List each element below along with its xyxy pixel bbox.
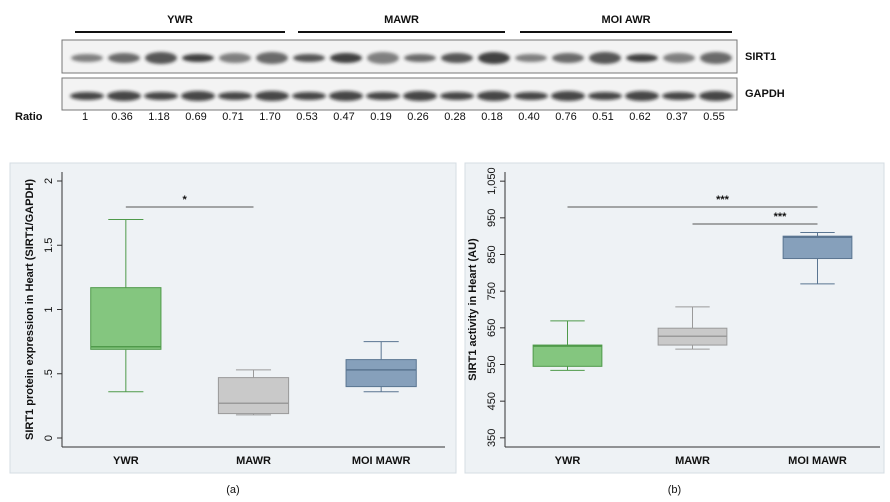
band	[181, 91, 215, 101]
y-tick-label: 350	[486, 429, 498, 447]
band	[367, 52, 399, 64]
box	[91, 288, 161, 350]
y-tick-label: 1	[43, 306, 55, 312]
y-tick-label: 850	[486, 245, 498, 263]
box	[346, 360, 416, 387]
x-tick-label: YWR	[555, 455, 581, 467]
band	[663, 53, 695, 63]
x-tick-label: YWR	[113, 455, 139, 467]
ratio-value: 0.55	[703, 111, 724, 123]
y-tick-label: 1.5	[43, 238, 55, 253]
band	[145, 52, 177, 64]
y-tick-label: 2	[43, 178, 55, 184]
band	[256, 52, 288, 64]
ratio-value: 1	[82, 111, 88, 123]
significance-label: *	[183, 194, 188, 206]
ratio-value: 0.37	[666, 111, 687, 123]
box	[218, 378, 288, 414]
y-tick-label: 550	[486, 355, 498, 373]
band	[366, 92, 400, 100]
figure: YWR MAWR MOI AWR SIRT1 GAPDH Ratio 1 0.36 1.18 0.…	[0, 0, 890, 502]
band	[70, 92, 104, 100]
y-tick-label: .5	[43, 369, 55, 378]
band	[108, 53, 140, 63]
group-label: MOI AWR	[601, 14, 650, 26]
panel-a	[10, 163, 456, 473]
band	[588, 92, 622, 100]
band	[440, 92, 474, 100]
box	[533, 345, 602, 366]
band	[662, 92, 696, 100]
significance-label: ***	[716, 194, 730, 206]
band	[330, 53, 362, 63]
y-tick-label: 950	[486, 209, 498, 227]
band	[71, 54, 103, 62]
band	[478, 52, 510, 64]
band	[552, 53, 584, 63]
ratio-value: 0.69	[185, 111, 206, 123]
y-tick-label: 0	[43, 435, 55, 441]
row-label: GAPDH	[745, 88, 785, 100]
band	[293, 54, 325, 62]
band	[219, 53, 251, 63]
box	[783, 236, 852, 258]
ratio-value: 1.70	[259, 111, 280, 123]
significance-label: ***	[774, 211, 788, 223]
band	[515, 54, 547, 62]
band	[292, 92, 326, 100]
band	[218, 92, 252, 100]
band	[626, 54, 658, 62]
band	[403, 91, 437, 101]
x-tick-label: MOI MAWR	[788, 455, 847, 467]
row-label: SIRT1	[745, 51, 776, 63]
ratio-value: 0.76	[555, 111, 576, 123]
y-axis-label: SIRT1 protein expression in Heart (SIRT1…	[24, 179, 36, 440]
y-tick-label: 1,050	[486, 167, 498, 195]
group-label: YWR	[167, 14, 193, 26]
band	[514, 92, 548, 100]
y-tick-label: 750	[486, 282, 498, 300]
ratio-value: 0.62	[629, 111, 650, 123]
band	[255, 91, 289, 101]
ratio-value: 0.36	[111, 111, 132, 123]
ratio-value: 0.19	[370, 111, 391, 123]
band	[625, 91, 659, 101]
x-tick-label: MAWR	[236, 455, 271, 467]
ratio-value: 0.51	[592, 111, 613, 123]
ratio-value: 0.53	[296, 111, 317, 123]
band	[144, 92, 178, 100]
band	[551, 91, 585, 101]
ratio-label: Ratio	[15, 111, 43, 123]
ratio-value: 0.71	[222, 111, 243, 123]
caption: (b)	[668, 484, 681, 496]
band	[700, 52, 732, 64]
ratio-value: 0.40	[518, 111, 539, 123]
y-tick-label: 450	[486, 392, 498, 410]
band	[441, 53, 473, 63]
ratio-value: 0.26	[407, 111, 428, 123]
band	[404, 54, 436, 62]
band	[589, 52, 621, 64]
band	[182, 54, 214, 62]
x-tick-label: MAWR	[675, 455, 710, 467]
y-axis-label: SIRT1 activity in Heart (AU)	[467, 238, 479, 381]
ratio-value: 0.18	[481, 111, 502, 123]
ratio-value: 0.47	[333, 111, 354, 123]
group-label: MAWR	[384, 14, 419, 26]
x-tick-label: MOI MAWR	[352, 455, 411, 467]
y-tick-label: 650	[486, 319, 498, 337]
band	[329, 91, 363, 101]
band	[699, 91, 733, 101]
ratio-value: 0.28	[444, 111, 465, 123]
band	[107, 91, 141, 101]
ratio-value: 1.18	[148, 111, 169, 123]
caption: (a)	[226, 484, 239, 496]
panel-b	[465, 163, 884, 473]
band	[477, 91, 511, 101]
